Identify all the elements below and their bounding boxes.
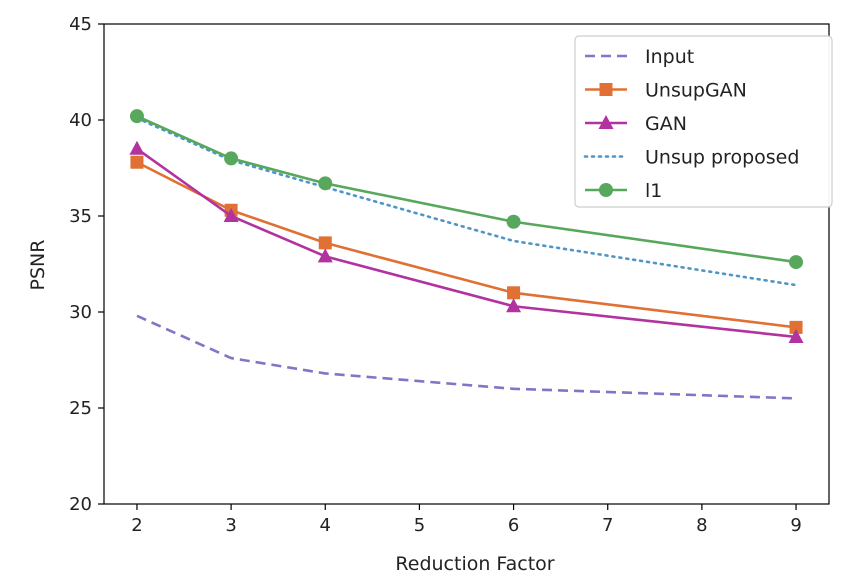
series-input: [136, 314, 797, 400]
data-point-l1: [224, 151, 239, 166]
y-tick-label: 25: [69, 398, 92, 419]
data-point-l1: [129, 109, 144, 124]
data-point-unsupgan: [130, 155, 144, 169]
legend-marker: [599, 83, 613, 96]
legend-marker: [598, 115, 614, 129]
legend: Input UnsupGAN GAN Unsup proposed l1: [574, 35, 833, 208]
series-line-input: [136, 314, 797, 400]
data-point-gan: [223, 208, 239, 222]
x-axis-label: Reduction Factor: [395, 553, 554, 575]
data-point-l1: [506, 214, 521, 229]
x-tick-label: 2: [131, 515, 142, 536]
plot-area: [103, 23, 830, 505]
legend-item-unsup-proposed: Unsup proposed: [583, 147, 799, 169]
series-unsup-proposed: [135, 116, 798, 287]
series-gan: [129, 140, 804, 343]
legend-item-gan: GAN: [585, 113, 687, 135]
x-tick-label: 4: [320, 515, 331, 536]
data-point-unsupgan: [507, 286, 521, 300]
legend-label: GAN: [645, 113, 687, 135]
data-point-gan: [788, 328, 804, 343]
data-point-l1: [318, 176, 333, 191]
series-line-unsup-proposed: [135, 116, 798, 287]
legend-label: UnsupGAN: [645, 80, 747, 102]
series-l1: [129, 109, 804, 270]
y-tick-label: 40: [69, 110, 92, 131]
y-tick-label: 30: [69, 302, 92, 323]
legend-marker: [599, 183, 613, 197]
y-axis: 20 25 30 35 40 45: [69, 14, 104, 515]
x-axis: 2 3 4 5 6 7 8 9: [131, 504, 802, 536]
data-point-gan: [129, 140, 145, 155]
x-tick-label: 9: [790, 515, 801, 536]
x-tick-label: 3: [225, 515, 236, 536]
data-point-unsupgan: [318, 236, 332, 250]
data-point-gan: [506, 298, 522, 313]
x-tick-label: 6: [508, 515, 519, 536]
data-point-l1: [789, 255, 804, 270]
legend-label: l1: [645, 180, 662, 202]
legend-item-input: Input: [585, 46, 694, 68]
y-tick-label: 35: [69, 206, 92, 227]
y-axis-label: PSNR: [27, 240, 49, 291]
plot-frame: [103, 23, 830, 505]
legend-label: Input: [645, 46, 694, 68]
legend-item-unsupgan: UnsupGAN: [585, 80, 747, 102]
y-tick-label: 20: [69, 494, 92, 515]
legend-item-l1: l1: [585, 180, 662, 202]
x-tick-label: 7: [602, 515, 613, 536]
y-tick-label: 45: [69, 14, 92, 35]
legend-box: [574, 35, 833, 208]
data-point-unsupgan: [789, 320, 803, 334]
x-tick-label: 5: [414, 515, 425, 536]
series-layer: [129, 109, 804, 400]
x-tick-label: 8: [696, 515, 707, 536]
data-point-gan: [317, 248, 333, 263]
legend-label: Unsup proposed: [645, 147, 799, 169]
